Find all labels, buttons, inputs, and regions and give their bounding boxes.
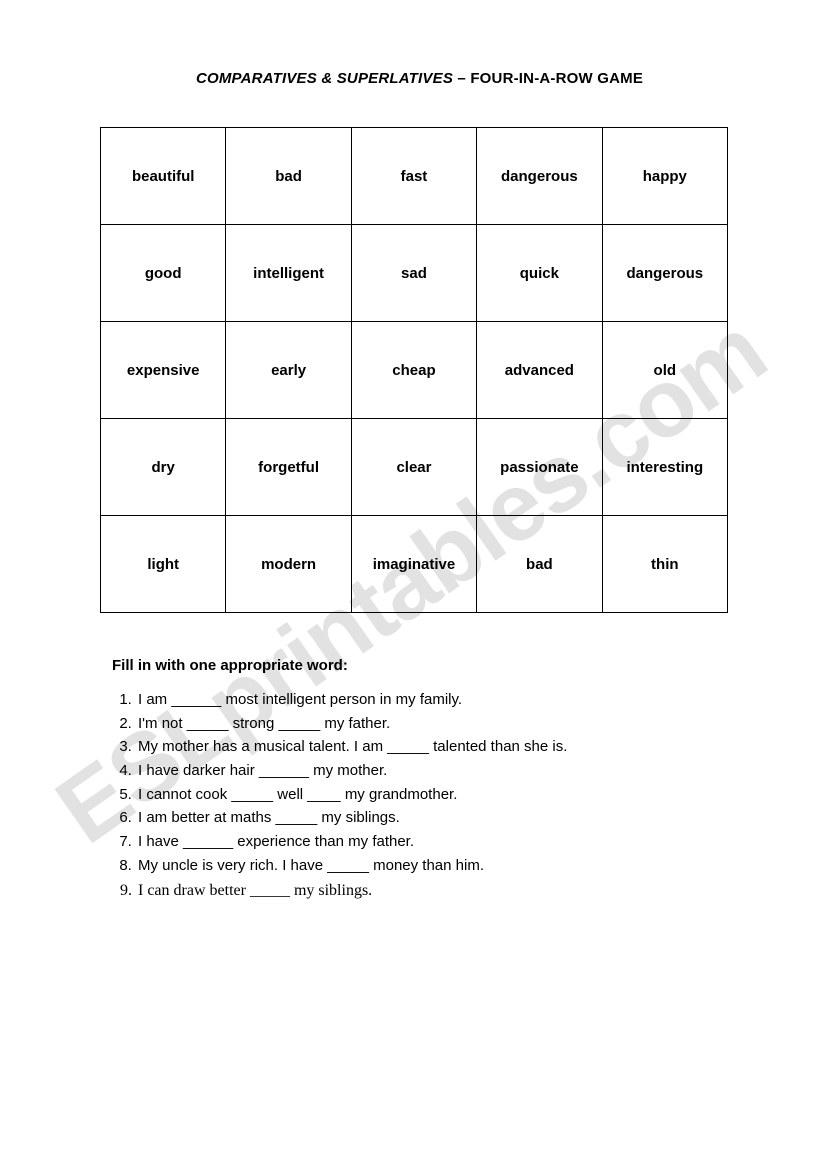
word-grid: beautiful bad fast dangerous happy good … bbox=[100, 127, 728, 613]
grid-cell: bad bbox=[477, 516, 602, 613]
fill-item: I'm not _____ strong _____ my father. bbox=[136, 712, 741, 736]
grid-cell: early bbox=[226, 322, 351, 419]
grid-row: good intelligent sad quick dangerous bbox=[101, 225, 728, 322]
grid-cell: clear bbox=[351, 419, 476, 516]
grid-cell: expensive bbox=[101, 322, 226, 419]
grid-cell: forgetful bbox=[226, 419, 351, 516]
fill-item: I have ______ experience than my father. bbox=[136, 830, 741, 854]
grid-cell: thin bbox=[602, 516, 727, 613]
grid-cell: interesting bbox=[602, 419, 727, 516]
title-part1: COMPARATIVES & SUPERLATIVES bbox=[196, 70, 453, 87]
fill-item: I am ______ most intelligent person in m… bbox=[136, 688, 741, 712]
fill-item: My mother has a musical talent. I am ___… bbox=[136, 735, 741, 759]
fill-item: I can draw better _____ my siblings. bbox=[136, 878, 741, 903]
grid-cell: quick bbox=[477, 225, 602, 322]
fill-list: I am ______ most intelligent person in m… bbox=[136, 688, 741, 903]
grid-cell: fast bbox=[351, 128, 476, 225]
grid-cell: sad bbox=[351, 225, 476, 322]
grid-cell: good bbox=[101, 225, 226, 322]
grid-cell: dangerous bbox=[477, 128, 602, 225]
grid-row: beautiful bad fast dangerous happy bbox=[101, 128, 728, 225]
fill-item: I am better at maths _____ my siblings. bbox=[136, 806, 741, 830]
title-part2: FOUR-IN-A-ROW GAME bbox=[470, 70, 643, 87]
grid-cell: bad bbox=[226, 128, 351, 225]
fill-item: I have darker hair ______ my mother. bbox=[136, 759, 741, 783]
grid-cell: light bbox=[101, 516, 226, 613]
grid-row: light modern imaginative bad thin bbox=[101, 516, 728, 613]
grid-row: expensive early cheap advanced old bbox=[101, 322, 728, 419]
fill-heading: Fill in with one appropriate word: bbox=[112, 657, 741, 674]
grid-cell: cheap bbox=[351, 322, 476, 419]
grid-cell: intelligent bbox=[226, 225, 351, 322]
grid-cell: imaginative bbox=[351, 516, 476, 613]
grid-cell: old bbox=[602, 322, 727, 419]
grid-cell: modern bbox=[226, 516, 351, 613]
grid-cell: passionate bbox=[477, 419, 602, 516]
page-title: COMPARATIVES & SUPERLATIVES – FOUR-IN-A-… bbox=[98, 70, 741, 87]
grid-cell: dry bbox=[101, 419, 226, 516]
grid-row: dry forgetful clear passionate interesti… bbox=[101, 419, 728, 516]
title-sep: – bbox=[453, 70, 470, 87]
grid-cell: happy bbox=[602, 128, 727, 225]
grid-cell: advanced bbox=[477, 322, 602, 419]
grid-cell: dangerous bbox=[602, 225, 727, 322]
grid-cell: beautiful bbox=[101, 128, 226, 225]
fill-item: I cannot cook _____ well ____ my grandmo… bbox=[136, 783, 741, 807]
fill-item: My uncle is very rich. I have _____ mone… bbox=[136, 854, 741, 878]
